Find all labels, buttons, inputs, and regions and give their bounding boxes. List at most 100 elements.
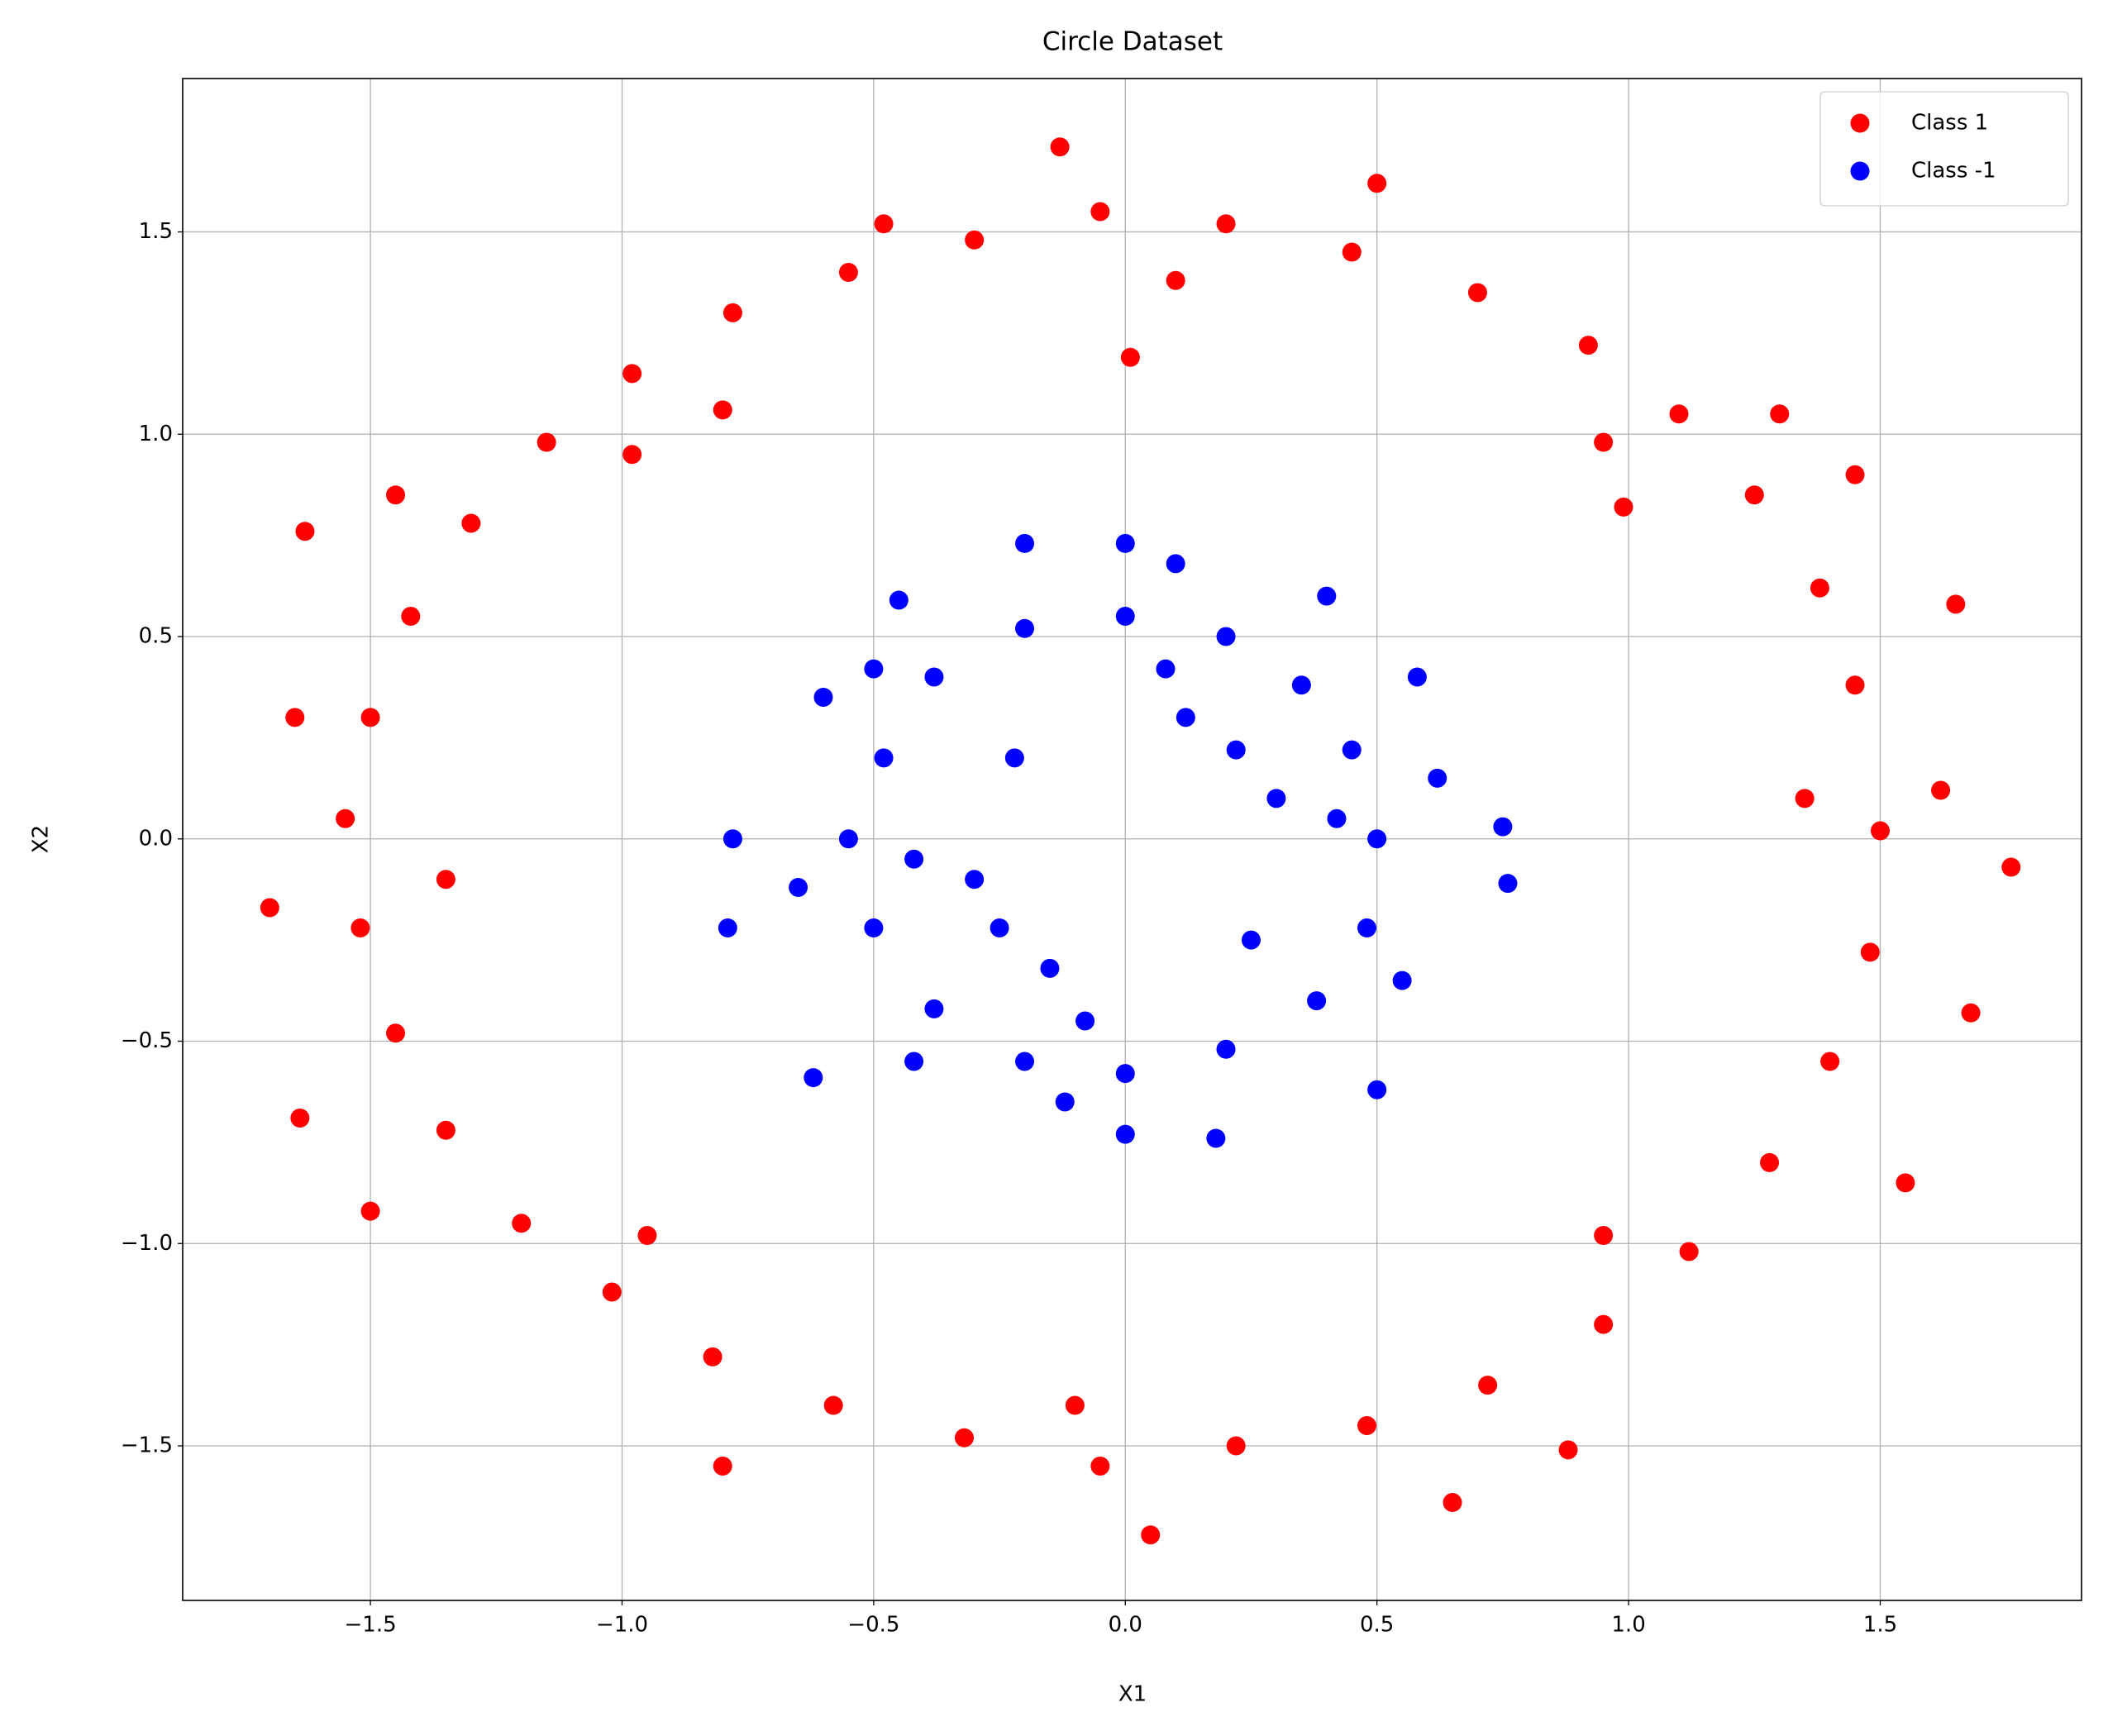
point (1367, 829, 1387, 849)
y-tick-label: 0.5 (139, 624, 173, 649)
point (1342, 242, 1362, 262)
point (1226, 1436, 1246, 1456)
legend-box (1819, 91, 2069, 207)
point (1216, 627, 1236, 646)
point (823, 1395, 843, 1415)
point (1770, 404, 1790, 424)
point (2001, 857, 2021, 877)
point (386, 485, 406, 505)
point (1176, 708, 1195, 727)
x-tick-label: 0.0 (1109, 1613, 1142, 1638)
point (1291, 675, 1311, 695)
point (1216, 1039, 1236, 1059)
point (718, 918, 737, 937)
point (1055, 1092, 1075, 1112)
x-tick-label: −1.0 (596, 1613, 648, 1638)
point (1166, 270, 1185, 290)
point (789, 878, 808, 898)
point (1115, 1124, 1135, 1144)
point (461, 513, 481, 533)
point (436, 870, 455, 889)
point (1428, 768, 1447, 788)
point (1226, 740, 1246, 760)
point (1206, 1128, 1226, 1148)
legend-label: Class -1 (1911, 159, 1996, 184)
point (864, 918, 884, 937)
point (1050, 137, 1070, 157)
point (1810, 578, 1829, 598)
point (1578, 336, 1598, 355)
point (1307, 991, 1327, 1011)
point (1065, 1395, 1085, 1415)
point (1090, 202, 1110, 222)
y-tick-label: 0.0 (139, 826, 173, 851)
point (436, 1120, 455, 1140)
point (512, 1214, 532, 1233)
point (1614, 497, 1633, 517)
chart-title: Circle Dataset (1042, 27, 1223, 57)
point (622, 445, 642, 465)
x-tick-label: 1.5 (1863, 1613, 1897, 1638)
point (360, 708, 380, 727)
point (351, 918, 370, 937)
point (874, 214, 894, 234)
legend-marker (1850, 161, 1870, 181)
x-tick-label: −0.5 (847, 1613, 899, 1638)
point (889, 590, 909, 610)
point (360, 1201, 380, 1221)
y-tick-label: −0.5 (121, 1028, 173, 1053)
point (1795, 789, 1815, 808)
y-tick-label: −1.5 (121, 1433, 173, 1458)
point (1931, 780, 1951, 800)
point (1141, 1525, 1161, 1545)
point (1679, 1242, 1699, 1261)
legend: Class 1 Class -1 (1819, 91, 2069, 207)
x-tick-label: 0.5 (1360, 1613, 1394, 1638)
point (1845, 465, 1865, 484)
point (1367, 174, 1387, 193)
point (713, 400, 732, 420)
point (874, 748, 894, 768)
point (1896, 1173, 1915, 1193)
point (602, 1282, 622, 1302)
point (954, 1428, 974, 1447)
point (401, 607, 421, 627)
point (838, 262, 858, 282)
point (1478, 1376, 1498, 1395)
point (1498, 874, 1518, 894)
x-tick-label: 1.0 (1611, 1613, 1645, 1638)
point (1115, 607, 1135, 627)
point (1392, 971, 1412, 990)
point (1015, 533, 1035, 553)
legend-marker (1850, 113, 1870, 133)
point (1156, 659, 1176, 679)
point (1357, 918, 1377, 937)
point (703, 1347, 723, 1366)
x-axis-label: X1 (1118, 1682, 1147, 1707)
point (1744, 485, 1764, 505)
point (723, 829, 742, 849)
point (1015, 618, 1035, 638)
point (1845, 675, 1865, 695)
point (1166, 554, 1185, 574)
point (1594, 1225, 1614, 1245)
point (965, 230, 985, 250)
point (295, 522, 315, 541)
point (1342, 740, 1362, 760)
point (1594, 1314, 1614, 1334)
point (1407, 667, 1427, 687)
point (1004, 748, 1024, 768)
point (290, 1109, 310, 1128)
point (1493, 817, 1513, 837)
point (1327, 808, 1347, 828)
y-tick-label: 1.5 (139, 219, 173, 244)
point (1115, 1064, 1135, 1084)
point (537, 432, 556, 452)
point (904, 1052, 924, 1071)
x-tick-label: −1.5 (345, 1613, 397, 1638)
point (386, 1023, 406, 1043)
point (1594, 432, 1614, 452)
point (1075, 1011, 1095, 1031)
point (260, 898, 279, 918)
point (723, 303, 742, 322)
